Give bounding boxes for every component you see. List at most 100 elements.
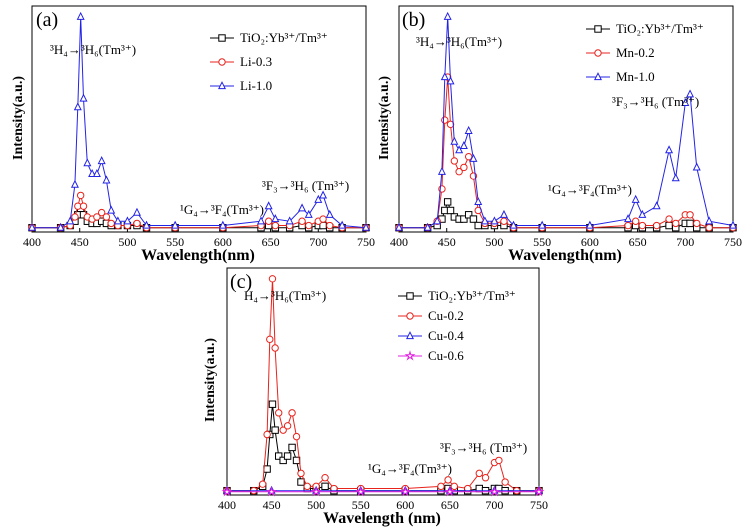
panel-c-series xyxy=(221,275,545,497)
data-point xyxy=(585,220,594,229)
data-point xyxy=(310,486,322,497)
series-2 xyxy=(394,11,738,231)
data-point xyxy=(488,486,500,497)
x-tick-label: 650 xyxy=(629,235,647,249)
x-tick-label: 550 xyxy=(166,235,184,249)
panel-a-series xyxy=(27,11,371,232)
x-tick-label: 450 xyxy=(263,498,281,512)
data-point xyxy=(319,190,328,199)
panel-a-annotation-3: ³F₃→³H₆ (Tm³⁺) xyxy=(262,178,349,193)
data-point xyxy=(665,221,673,230)
data-point xyxy=(66,216,75,225)
series-line xyxy=(227,278,539,492)
data-point xyxy=(450,136,459,145)
data-point xyxy=(221,485,233,497)
panel-c-annotation-1: H₄→³H₆(Tm³⁺) xyxy=(244,288,326,303)
data-point xyxy=(686,89,695,98)
data-point xyxy=(500,217,508,225)
x-tick-label: 550 xyxy=(533,235,551,249)
data-point xyxy=(303,482,311,491)
series-line xyxy=(399,16,734,229)
data-point xyxy=(446,76,455,85)
data-point xyxy=(113,216,122,225)
data-point xyxy=(271,214,280,223)
data-point xyxy=(326,221,334,230)
series-3 xyxy=(221,485,545,497)
panel-a-x-ticks: 400 450 500 550 600 650 700 750 xyxy=(23,228,375,249)
data-point xyxy=(279,426,287,434)
data-point xyxy=(297,478,305,486)
data-point xyxy=(693,219,701,228)
panel-b-series xyxy=(394,11,738,232)
data-point xyxy=(624,221,632,230)
panel-c-legend: TiO₂:Yb³⁺/Tm³⁺ Cu-0.2 Cu-0.4 Cu-0.6 xyxy=(398,288,516,363)
series-2 xyxy=(27,11,371,231)
panel-b-x-ticks: 400 450 500 550 600 650 700 750 xyxy=(390,228,742,249)
data-point xyxy=(83,158,92,167)
data-point xyxy=(288,409,296,417)
panel-b-label: (b) xyxy=(402,9,425,31)
data-point xyxy=(692,162,701,171)
data-point xyxy=(450,482,459,491)
data-point xyxy=(665,145,674,154)
panel-c-label: (c) xyxy=(230,271,252,293)
data-point xyxy=(533,485,545,497)
data-point xyxy=(288,443,296,452)
data-point xyxy=(455,145,464,154)
data-point xyxy=(499,209,508,218)
data-point xyxy=(631,194,640,203)
data-point xyxy=(681,97,690,106)
data-point xyxy=(423,222,432,231)
legend-marker xyxy=(404,350,416,361)
data-point xyxy=(446,206,455,215)
legend-marker xyxy=(218,58,226,66)
data-point xyxy=(474,196,483,205)
data-point xyxy=(338,220,347,229)
x-tick-label: 500 xyxy=(307,498,325,512)
x-tick-label: 500 xyxy=(485,235,503,249)
data-point xyxy=(297,469,305,478)
data-point xyxy=(88,168,97,177)
data-point xyxy=(671,173,680,182)
panel-a: (a) Intensity(a.u.) Wavelength(nm) 400 45… xyxy=(11,5,375,264)
data-point xyxy=(107,205,116,214)
data-point xyxy=(133,219,141,228)
x-tick-label: 700 xyxy=(485,498,503,512)
data-point xyxy=(218,220,227,229)
data-point xyxy=(258,480,267,488)
x-tick-label: 600 xyxy=(214,235,232,249)
data-point xyxy=(460,163,468,172)
x-tick-label: 700 xyxy=(676,235,694,249)
panel-c-annotation-3: ¹G₄→³F₄(Tm³⁺) xyxy=(368,461,452,476)
data-point xyxy=(92,168,101,177)
data-point xyxy=(102,175,111,184)
data-point xyxy=(93,213,101,221)
legend-entry-label: TiO₂:Yb³⁺/Tm³⁺ xyxy=(616,21,704,36)
x-tick-label: 600 xyxy=(396,498,414,512)
x-tick-label: 700 xyxy=(309,235,327,249)
data-point xyxy=(304,209,313,218)
x-tick-label: 400 xyxy=(390,235,408,249)
panel-b-annotation-1: ³H₄→³H₆(Tm³⁺) xyxy=(416,34,502,49)
data-point xyxy=(321,474,329,482)
data-point xyxy=(665,215,673,223)
legend-marker xyxy=(406,312,414,320)
data-point xyxy=(76,191,85,200)
data-point xyxy=(361,222,371,231)
data-point xyxy=(275,452,283,460)
data-point xyxy=(298,203,307,212)
panel-a-annotation-1: ³H₄→³H₆(Tm³⁺) xyxy=(50,42,136,57)
data-point xyxy=(275,409,283,417)
data-point xyxy=(538,220,547,229)
data-point xyxy=(325,209,334,218)
data-point xyxy=(266,335,274,344)
data-point xyxy=(446,120,455,129)
x-tick-label: 750 xyxy=(724,235,742,249)
data-point xyxy=(440,72,449,81)
data-point xyxy=(97,156,106,165)
panel-a-annotation-2: ¹G₄→³F₄(Tm³⁺) xyxy=(180,202,264,217)
data-point xyxy=(509,220,518,229)
legend-marker xyxy=(594,49,602,57)
data-point xyxy=(638,209,647,218)
